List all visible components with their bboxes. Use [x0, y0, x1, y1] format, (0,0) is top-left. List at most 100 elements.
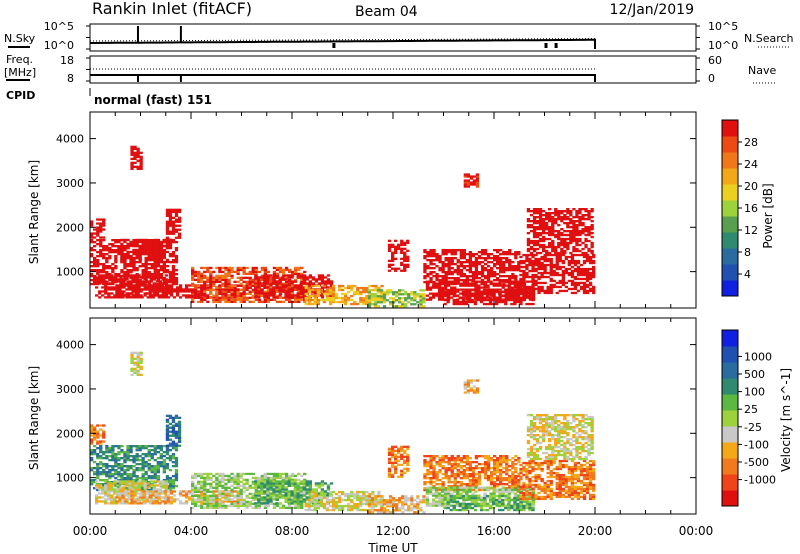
- heatmap-cell: [434, 292, 439, 295]
- heatmap-cell: [132, 241, 136, 244]
- heatmap-cell: [341, 296, 345, 300]
- heatmap-cell: [227, 278, 231, 281]
- heatmap-cell: [161, 486, 165, 489]
- heatmap-cell: [146, 486, 150, 489]
- heatmap-cell: [154, 494, 158, 497]
- heatmap-cell: [526, 220, 531, 223]
- heatmap-cell: [162, 461, 166, 464]
- heatmap-cell: [141, 248, 145, 252]
- heatmap-cell: [123, 457, 127, 460]
- heatmap-cell: [480, 271, 485, 274]
- heatmap-cell: [573, 253, 578, 257]
- heatmap-cell: [126, 451, 130, 454]
- heatmap-cell: [331, 290, 336, 294]
- heatmap-cell: [528, 253, 532, 257]
- heatmap-cell: [141, 479, 145, 482]
- heatmap-cell: [469, 175, 474, 178]
- heatmap-cell: [450, 267, 454, 270]
- heatmap-cell: [177, 434, 182, 437]
- heatmap-cell: [168, 253, 173, 256]
- heatmap-cell: [141, 246, 145, 250]
- heatmap-cell: [93, 261, 97, 264]
- noise-left-tick-marks: [86, 25, 90, 50]
- heatmap-cell: [464, 290, 468, 294]
- heatmap-cell: [278, 296, 283, 299]
- heatmap-cell: [172, 494, 177, 497]
- heatmap-cell: [161, 492, 165, 495]
- heatmap-cell: [203, 492, 207, 495]
- heatmap-cell: [95, 494, 99, 497]
- heatmap-cell: [545, 237, 549, 241]
- heatmap-cell: [191, 482, 195, 485]
- heatmap-cell: [257, 498, 261, 501]
- heatmap-cell: [513, 290, 517, 293]
- heatmap-cell: [468, 292, 472, 295]
- heatmap-cell: [145, 496, 149, 499]
- heatmap-cell: [163, 290, 167, 293]
- heatmap-cell: [545, 224, 549, 227]
- heatmap-cell: [123, 258, 127, 262]
- heatmap-cell: [156, 269, 160, 272]
- heatmap-cell: [90, 426, 94, 429]
- heatmap-cell: [159, 255, 163, 258]
- heatmap-cell: [266, 478, 271, 481]
- heatmap-cell: [165, 246, 170, 250]
- heatmap-cell: [514, 277, 518, 280]
- heatmap-cell: [490, 275, 494, 278]
- heatmap-cell: [263, 482, 267, 485]
- heatmap-cell: [93, 449, 97, 452]
- heatmap-cell: [239, 484, 243, 487]
- heatmap-cell: [153, 471, 157, 474]
- heatmap-cell: [153, 467, 157, 470]
- heatmap-cell: [155, 484, 159, 487]
- heatmap-cell: [293, 286, 297, 289]
- heatmap-cell: [307, 300, 311, 304]
- heatmap-cell: [114, 463, 118, 466]
- heatmap-cell: [561, 261, 565, 265]
- heatmap-cell: [528, 287, 532, 291]
- heatmap-cell: [331, 292, 336, 296]
- heatmap-cell: [136, 147, 140, 150]
- heatmap-cell: [576, 267, 581, 271]
- heatmap-cell: [570, 261, 575, 265]
- heatmap-cell: [482, 302, 487, 306]
- heatmap-cell: [466, 173, 470, 176]
- heatmap-cell: [278, 472, 283, 476]
- heatmap-cell: [161, 296, 165, 299]
- heatmap-cell: [120, 258, 124, 262]
- heatmap-cell: [275, 474, 280, 478]
- heatmap-cell: [269, 292, 273, 295]
- heatmap-cell: [105, 257, 109, 260]
- heatmap-cell: [129, 447, 133, 450]
- heatmap-cell: [573, 259, 578, 263]
- heatmap-cell: [323, 290, 328, 293]
- heatmap-cell: [174, 218, 179, 221]
- heatmap-cell: [576, 261, 581, 265]
- heatmap-cell: [592, 271, 596, 275]
- heatmap-cell: [141, 457, 145, 460]
- heatmap-cell: [251, 266, 255, 270]
- heatmap-cell: [171, 430, 176, 433]
- heatmap-cell: [165, 453, 170, 456]
- heatmap-cell: [473, 292, 478, 296]
- colorbar-cell: [722, 152, 738, 169]
- heatmap-cell: [153, 451, 157, 454]
- heatmap-cell: [272, 280, 276, 283]
- heatmap-cell: [272, 292, 276, 295]
- heatmap-cell: [230, 298, 234, 301]
- heatmap-cell: [581, 222, 585, 225]
- heatmap-cell: [227, 280, 231, 283]
- heatmap-cell: [573, 275, 578, 279]
- heatmap-cell: [96, 483, 100, 486]
- heatmap-cell: [435, 275, 439, 278]
- heatmap-cell: [119, 286, 123, 289]
- heatmap-cell: [498, 294, 502, 297]
- heatmap-cell: [212, 276, 216, 279]
- heatmap-cell: [290, 282, 294, 285]
- heatmap-cell: [419, 293, 423, 296]
- heatmap-cell: [165, 414, 170, 417]
- heatmap-cell: [263, 290, 267, 293]
- heatmap-cell: [174, 230, 179, 233]
- heatmap-cell: [200, 280, 204, 283]
- heatmap-cell: [105, 273, 109, 276]
